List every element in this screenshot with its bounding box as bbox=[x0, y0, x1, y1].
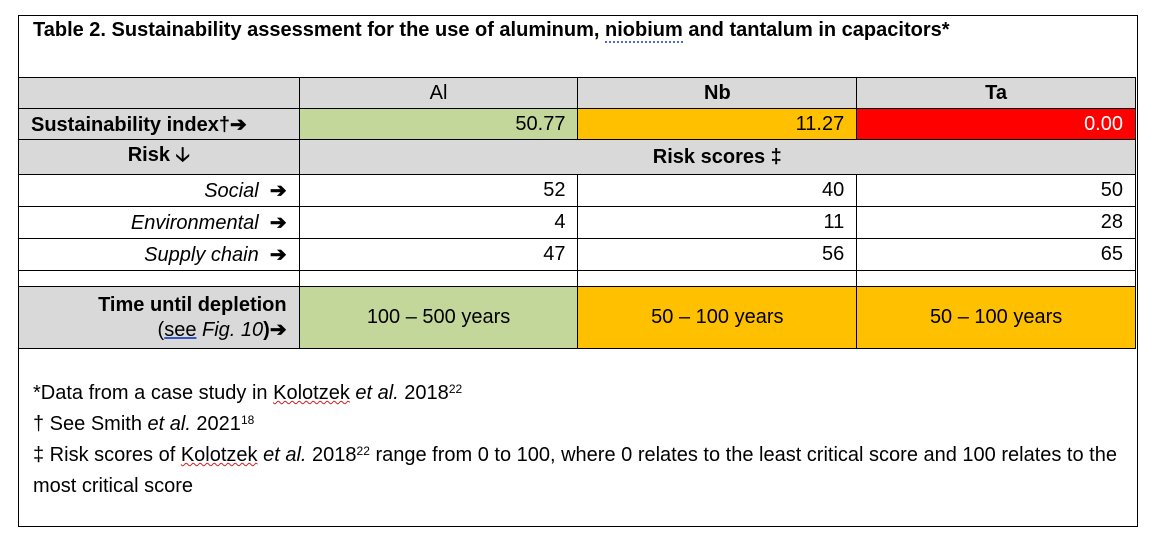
spacer-row bbox=[18, 270, 1136, 287]
spacer-cell bbox=[577, 270, 858, 287]
social-nb: 40 bbox=[577, 174, 858, 207]
row-label-environmental: Environmental ➔ bbox=[18, 206, 300, 239]
arrow-right-icon: ➔ bbox=[269, 212, 287, 234]
depletion-nb: 50 – 100 years bbox=[577, 286, 858, 349]
sustainability-row: Sustainability index†➔ 50.77 11.27 0.00 bbox=[18, 108, 1136, 140]
social-label: Social bbox=[204, 180, 259, 202]
note-year: 2018 bbox=[306, 444, 357, 466]
spacer-cell bbox=[298, 270, 579, 287]
depletion-al: 100 – 500 years bbox=[298, 286, 579, 349]
citation-superscript: 22 bbox=[356, 444, 370, 458]
row-label-supply-chain: Supply chain ➔ bbox=[18, 238, 300, 271]
table-frame: Table 2. Sustainability assessment for t… bbox=[18, 15, 1138, 527]
depletion-ref: (see Fig. 10)➔ bbox=[31, 317, 287, 342]
environmental-ta: 28 bbox=[856, 206, 1136, 239]
col-header-al: Al bbox=[298, 77, 579, 109]
table-title: Table 2. Sustainability assessment for t… bbox=[33, 19, 950, 43]
risk-scores-label: Risk scores ‡ bbox=[298, 139, 1137, 175]
author-smith: Smith bbox=[90, 413, 142, 435]
footnotes: *Data from a case study in Kolotzek et a… bbox=[33, 378, 1133, 502]
row-label-social: Social ➔ bbox=[18, 174, 300, 207]
sustainability-al: 50.77 bbox=[298, 108, 579, 140]
et-al: et al. bbox=[141, 413, 191, 435]
note-text: † See bbox=[33, 413, 91, 435]
social-ta: 50 bbox=[856, 174, 1136, 207]
arrow-right-icon: )➔ bbox=[263, 318, 287, 341]
note-year: 2018 bbox=[398, 382, 449, 404]
ref-open: ( bbox=[157, 318, 165, 341]
spacer-cell bbox=[856, 270, 1136, 287]
spacer-cell bbox=[18, 270, 300, 287]
header-row: Al Nb Ta bbox=[18, 77, 1136, 109]
table-row: Supply chain ➔ 47 56 65 bbox=[18, 238, 1136, 271]
col-header-ta: Ta bbox=[856, 77, 1136, 109]
table-row: Social ➔ 52 40 50 bbox=[18, 174, 1136, 207]
supply-chain-label: Supply chain bbox=[144, 244, 259, 266]
risk-header-row: Risk 🡣 Risk scores ‡ bbox=[18, 139, 1137, 175]
et-al: et al. bbox=[257, 444, 307, 466]
author-kolotzek: Kolotzek bbox=[180, 444, 258, 466]
citation-superscript: 18 bbox=[240, 413, 255, 427]
environmental-al: 4 bbox=[298, 206, 579, 239]
title-prefix: Table 2. Sustainability assessment for t… bbox=[33, 19, 606, 41]
risk-label: Risk 🡣 bbox=[18, 139, 300, 175]
table-row: Environmental ➔ 4 11 28 bbox=[18, 206, 1136, 239]
depletion-ta: 50 – 100 years bbox=[856, 286, 1136, 349]
sustainability-nb: 11.27 bbox=[577, 108, 858, 140]
assessment-table: Al Nb Ta Sustainability index†➔ 50.77 11… bbox=[18, 77, 1137, 349]
supply-chain-ta: 65 bbox=[856, 238, 1136, 271]
social-al: 52 bbox=[298, 174, 579, 207]
footnote-data-source: *Data from a case study in Kolotzek et a… bbox=[33, 378, 1133, 409]
supply-chain-al: 47 bbox=[298, 238, 579, 271]
depletion-label: Time until depletion bbox=[98, 293, 287, 316]
supply-chain-nb: 56 bbox=[577, 238, 858, 271]
arrow-right-icon: ➔ bbox=[269, 180, 287, 202]
see-link[interactable]: see bbox=[164, 318, 197, 341]
depletion-row: Time until depletion (see Fig. 10)➔ 100 … bbox=[18, 286, 1136, 349]
header-empty-cell bbox=[18, 77, 300, 109]
note-year: 2021 bbox=[190, 413, 241, 435]
title-niobium-word: niobium bbox=[605, 19, 683, 43]
footnote-risk-scores: ‡ Risk scores of Kolotzek et al. 201822 … bbox=[33, 440, 1133, 502]
note-text: *Data from a case study in bbox=[33, 382, 274, 404]
title-suffix: and tantalum in capacitors* bbox=[682, 19, 950, 41]
sustainability-ta: 0.00 bbox=[856, 108, 1136, 140]
et-al: et al. bbox=[349, 382, 399, 404]
arrow-right-icon: ➔ bbox=[269, 244, 287, 266]
environmental-label: Environmental bbox=[130, 212, 259, 234]
depletion-label-cell: Time until depletion (see Fig. 10)➔ bbox=[18, 286, 300, 349]
fig-ref: Fig. 10 bbox=[196, 318, 264, 341]
note-text: ‡ Risk scores of bbox=[33, 444, 181, 466]
citation-superscript: 22 bbox=[448, 382, 463, 396]
environmental-nb: 11 bbox=[577, 206, 858, 239]
note-text: range from 0 to 100, where 0 relates to … bbox=[33, 444, 1117, 497]
col-header-nb: Nb bbox=[577, 77, 858, 109]
footnote-sustainability-source: † See Smith et al. 202118 bbox=[33, 409, 1133, 440]
author-kolotzek: Kolotzek bbox=[273, 382, 350, 404]
sustainability-label: Sustainability index†➔ bbox=[18, 108, 300, 140]
